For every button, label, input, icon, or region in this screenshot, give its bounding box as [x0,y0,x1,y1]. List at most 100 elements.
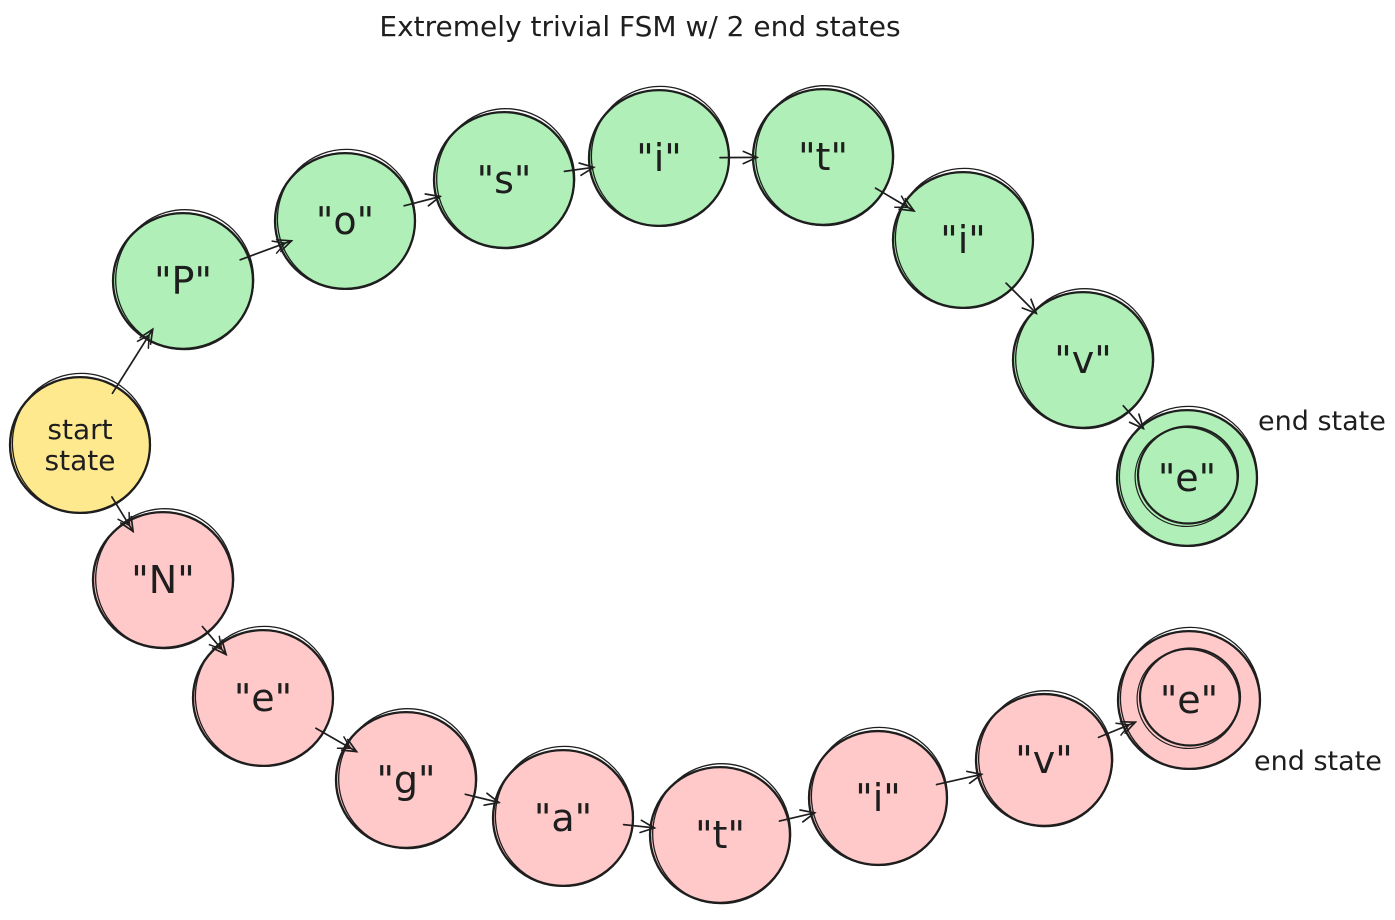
state-label: "N" [131,558,194,602]
arrowhead-icon [340,738,359,753]
arrowhead-icon [1128,413,1145,431]
state-node-e1: "e" [1115,405,1259,548]
transition-i3-v2 [935,770,984,786]
state-label: "i" [940,218,986,262]
state-circle-sketch [436,108,576,250]
arrowhead-icon [639,819,657,834]
transition-v2-e3 [1097,720,1138,739]
arrowhead-sketch-icon [136,333,150,349]
state-node-s: "s" [432,108,576,250]
transition-t2-i3 [778,809,817,823]
transition-i1-t1 [719,150,760,165]
transition-e2-g [315,727,359,753]
arrowhead-icon [578,162,596,177]
state-label: "v" [1015,738,1072,782]
state-node-e3: "e" [1116,626,1262,771]
end-state-inner-circle-sketch [1134,426,1238,528]
arrowhead-sketch-icon [117,511,131,527]
transitions-layer [111,150,1145,834]
end-state-inner-circle [1138,647,1242,747]
state-label: "P" [154,259,212,303]
transition-line [403,195,441,207]
transition-a-t2 [622,819,657,834]
state-node-P: "P" [111,209,255,351]
arrowhead-icon [211,639,228,657]
transition-s-i1 [563,162,596,177]
state-label: "e" [234,676,292,720]
arrowhead-sketch-icon [336,736,352,749]
state-label: "e" [1160,678,1218,722]
transition-i2-v1 [1005,282,1038,315]
arrowhead-icon [966,770,984,785]
arrowhead-icon [799,809,817,823]
state-node-e2: "e" [191,625,335,768]
state-circle-sketch [1119,626,1261,771]
transition-N-e2 [201,625,228,657]
state-circle-sketch [194,625,334,768]
transition-line [464,793,500,804]
state-label: "a" [534,796,592,840]
arrowhead-sketch-icon [271,240,287,254]
transition-start-P [111,327,154,395]
state-label: "s" [477,158,532,202]
transition-start-N [111,496,135,534]
arrowhead-sketch-icon [1115,722,1131,736]
transition-P-o [239,238,294,261]
state-circle-sketch [810,726,948,867]
state-node-o: "o" [273,148,417,291]
transition-g-a [464,792,501,807]
arrowhead-icon [275,238,294,253]
end-state-inner-circle [1136,425,1240,525]
state-label: "o" [316,199,374,243]
state-node-i3: "i" [807,726,949,867]
state-node-v1: "v" [1011,288,1155,430]
state-label: "t" [798,135,848,179]
state-circle-sketch [95,508,235,650]
transition-v1-e1 [1122,404,1145,431]
state-node-v2: "v" [974,690,1114,828]
state-circle-sketch [494,745,634,888]
arrowhead-icon [483,792,501,807]
arrowhead-icon [898,197,916,212]
state-circle-sketch [115,209,255,351]
end-state-label-positive: end state [1258,406,1386,437]
state-node-g: "g" [334,708,478,850]
transition-line [563,166,595,173]
state-label: start [47,413,112,446]
arrowhead-icon [742,150,760,165]
end-state-label-negative: end state [1254,746,1382,777]
state-circle-sketch [1118,405,1258,548]
state-node-t1: "t" [751,85,895,227]
state-circle-sketch [755,85,895,227]
transition-line [935,773,983,786]
arrowhead-icon [119,515,135,534]
transition-line [622,823,656,829]
state-label: "i" [855,776,901,820]
state-label: "e" [1158,456,1216,500]
transition-t1-i2 [874,187,916,212]
transition-line [1122,404,1145,430]
transition-line [1005,282,1038,315]
state-label: "t" [695,813,745,857]
arrowhead-sketch-icon [208,635,223,651]
arrowhead-icon [424,193,443,207]
transition-o-s [403,193,443,207]
transition-line [778,811,816,822]
state-node-i2: "i" [891,167,1035,310]
state-circle-sketch [978,690,1114,828]
state-node-N: "N" [91,508,235,650]
state-label: "g" [376,758,435,802]
state-node-t2: "t" [648,763,792,905]
transition-line [111,328,154,395]
state-node-a: "a" [491,745,635,888]
arrowhead-sketch-icon [894,195,910,209]
state-label: state [45,444,116,477]
state-circle-sketch [590,85,730,228]
state-circle-sketch [1015,288,1155,430]
state-circle-sketch [338,708,478,850]
diagram-title: Extremely trivial FSM w/ 2 end states [379,10,900,43]
